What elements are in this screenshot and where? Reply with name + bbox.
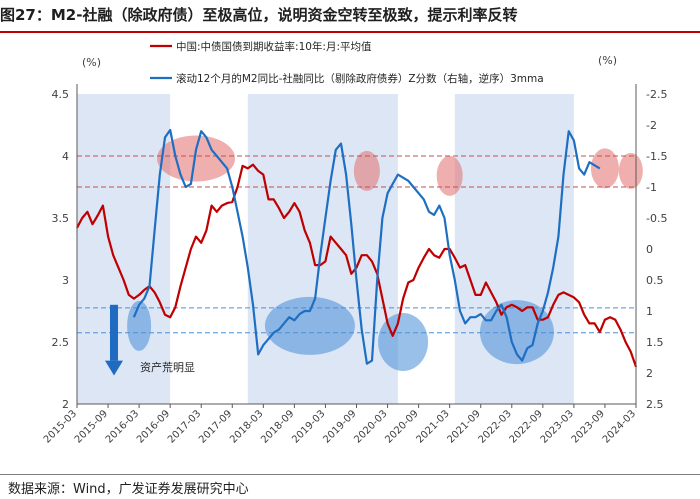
x-tick-label: 2021-09 xyxy=(446,408,483,445)
right-tick-label: -2.5 xyxy=(646,88,667,101)
shaded-period-2 xyxy=(247,94,398,404)
title-rule xyxy=(0,31,700,33)
left-tick-label: 2.5 xyxy=(52,336,70,349)
footer-rule xyxy=(0,474,700,475)
x-tick-label: 2022-09 xyxy=(508,408,545,445)
series-line-1 xyxy=(76,163,638,368)
right-tick-label: 2 xyxy=(646,367,653,380)
right-tick-label: 0.5 xyxy=(646,274,664,287)
asset-shortage-arrow-head xyxy=(105,360,123,376)
asset-shortage-arrow-shaft xyxy=(110,304,118,361)
left-tick-label: 4 xyxy=(62,150,69,163)
right-tick-label: -0.5 xyxy=(646,212,667,225)
x-tick-label: 2017-03 xyxy=(166,408,203,445)
high-zone-ellipse-2 xyxy=(353,150,380,191)
legend-label-2: 滚动12个月的M2同比-社融同比（剔除政府债券）Z分数（右轴，逆序）3mma xyxy=(176,72,544,85)
right-tick-label: 1 xyxy=(646,305,653,318)
right-tick-label: -2 xyxy=(646,119,657,132)
series-line-2 xyxy=(132,128,601,365)
asset-shortage-annotation: 资产荒明显 xyxy=(140,360,195,374)
x-tick-label: 2018-03 xyxy=(228,408,265,445)
right-tick-label: 0 xyxy=(646,243,653,256)
x-tick-label: 2020-09 xyxy=(383,408,420,445)
right-tick-label: 1.5 xyxy=(646,336,664,349)
x-tick-label: 2021-03 xyxy=(414,408,451,445)
x-tick-label: 2023-09 xyxy=(570,408,607,445)
right-tick-label: 2.5 xyxy=(646,398,664,411)
right-tick-label: -1 xyxy=(646,181,657,194)
x-tick-label: 2019-03 xyxy=(290,408,327,445)
x-tick-label: 2022-03 xyxy=(477,408,514,445)
x-tick-label: 2015-03 xyxy=(42,408,79,445)
low-zone-ellipse-2 xyxy=(264,296,355,355)
x-tick-label: 2015-09 xyxy=(73,408,110,445)
high-zone-ellipse-5 xyxy=(618,152,643,189)
shaded-period-1 xyxy=(77,94,171,404)
left-tick-label: 4.5 xyxy=(52,88,70,101)
high-zone-ellipse-3 xyxy=(436,155,463,196)
dual-axis-line-chart: 2 2.5 3 3.5 4 4.5 -2.5 -2 -1.5 -1 -0.5 0 0.5 1 1.5 2 2.5… xyxy=(42,40,668,446)
low-zone-ellipse-3 xyxy=(378,313,429,371)
x-tick-label: 2017-09 xyxy=(197,408,234,445)
left-tick-label: 2 xyxy=(62,398,69,411)
x-tick-label: 2016-09 xyxy=(135,408,172,445)
x-tick-label: 2016-03 xyxy=(104,408,141,445)
low-zone-ellipse-1 xyxy=(127,300,152,351)
x-tick-label: 2020-03 xyxy=(352,408,389,445)
x-tick-label: 2023-03 xyxy=(539,408,576,445)
left-tick-label: 3.5 xyxy=(52,212,70,225)
left-tick-label: 3 xyxy=(62,274,69,287)
left-axis-unit: (%) xyxy=(82,56,101,69)
legend-label-1: 中国:中债国债到期收益率:10年:月:平均值 xyxy=(176,40,372,53)
chart-title: 图27：M2-社融（除政府债）至极高位，说明资金空转至极致，提示利率反转 xyxy=(0,6,518,24)
right-tick-label: -1.5 xyxy=(646,150,667,163)
right-axis-unit: (%) xyxy=(598,54,617,67)
high-zone-ellipse-1 xyxy=(157,135,236,182)
x-tick-label: 2024-03 xyxy=(601,408,638,445)
x-tick-label: 2019-09 xyxy=(321,408,358,445)
high-zone-ellipse-4 xyxy=(590,148,619,189)
data-source: 数据来源：Wind，广发证券发展研究中心 xyxy=(8,482,249,497)
x-tick-label: 2018-09 xyxy=(259,408,296,445)
